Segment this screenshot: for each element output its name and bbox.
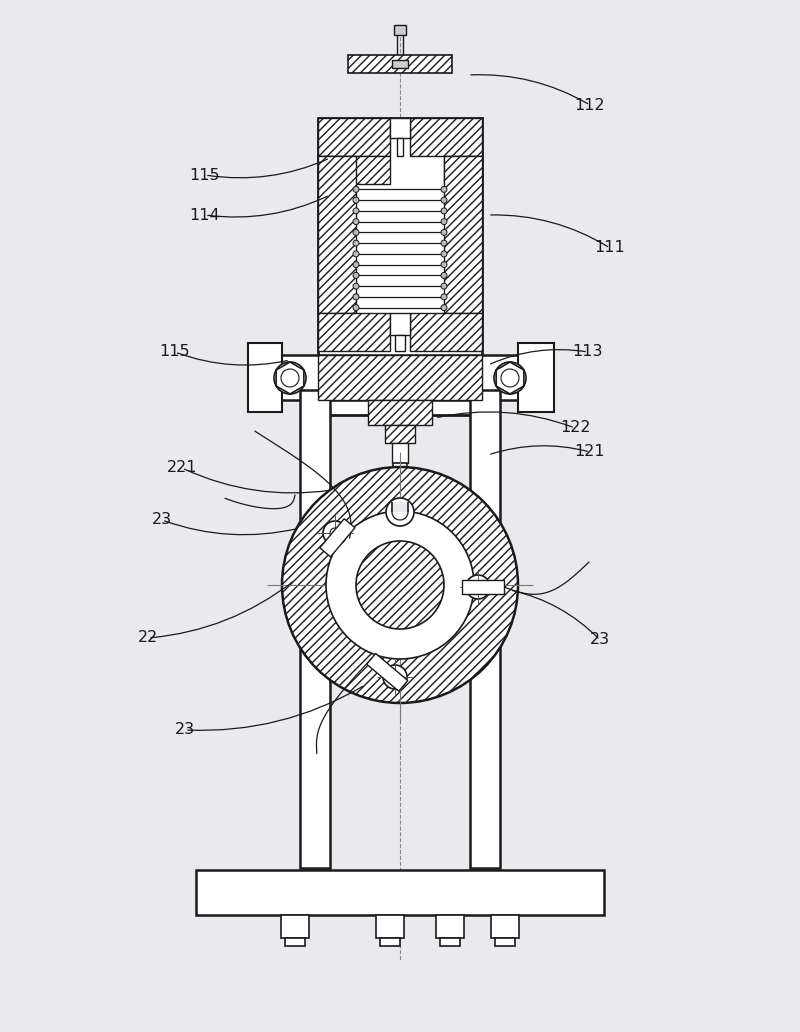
Circle shape	[441, 207, 447, 214]
Text: 112: 112	[574, 97, 606, 112]
Bar	[393, 463, 407, 498]
Circle shape	[441, 304, 447, 311]
Circle shape	[353, 262, 359, 267]
Circle shape	[441, 219, 447, 225]
Bar	[390, 118, 410, 138]
Bar	[281, 915, 309, 938]
Circle shape	[353, 197, 359, 203]
Text: 115: 115	[190, 167, 220, 183]
Circle shape	[353, 283, 359, 289]
Circle shape	[473, 582, 483, 592]
Bar	[318, 156, 390, 184]
Polygon shape	[366, 653, 408, 691]
Bar	[318, 313, 390, 351]
Bar	[436, 915, 464, 938]
Circle shape	[353, 219, 359, 225]
Circle shape	[353, 187, 359, 192]
Circle shape	[353, 251, 359, 257]
Circle shape	[281, 369, 299, 387]
Bar	[300, 390, 330, 868]
Text: 23: 23	[152, 513, 172, 527]
Circle shape	[330, 528, 340, 538]
Bar	[318, 355, 482, 400]
Bar	[444, 156, 482, 313]
Text: 23: 23	[175, 722, 195, 738]
Circle shape	[441, 240, 447, 246]
Circle shape	[282, 467, 518, 703]
Circle shape	[441, 262, 447, 267]
Polygon shape	[496, 362, 524, 394]
Bar	[318, 156, 356, 313]
Circle shape	[356, 541, 444, 628]
Bar	[518, 343, 554, 412]
Bar	[470, 390, 500, 868]
Bar	[395, 335, 405, 351]
Circle shape	[353, 272, 359, 279]
Text: 113: 113	[573, 345, 603, 359]
Bar	[368, 400, 432, 425]
Polygon shape	[462, 580, 504, 594]
Bar	[385, 425, 415, 443]
Text: 122: 122	[560, 420, 590, 436]
Bar	[495, 938, 515, 946]
Circle shape	[353, 294, 359, 300]
Circle shape	[441, 251, 447, 257]
Circle shape	[441, 197, 447, 203]
Text: 114: 114	[190, 207, 220, 223]
Circle shape	[441, 229, 447, 235]
Circle shape	[441, 272, 447, 279]
Bar	[392, 443, 408, 463]
Circle shape	[353, 240, 359, 246]
Text: 121: 121	[574, 445, 606, 459]
Circle shape	[274, 362, 306, 394]
Bar	[264, 355, 536, 400]
Bar	[348, 55, 452, 73]
Circle shape	[326, 511, 474, 659]
Text: 221: 221	[166, 460, 198, 476]
Circle shape	[323, 521, 347, 545]
Bar	[318, 118, 482, 415]
Circle shape	[441, 294, 447, 300]
Circle shape	[466, 575, 490, 599]
Circle shape	[353, 304, 359, 311]
Circle shape	[353, 229, 359, 235]
Bar	[410, 118, 482, 156]
Circle shape	[390, 672, 400, 682]
Circle shape	[386, 498, 414, 526]
Circle shape	[353, 207, 359, 214]
Bar	[318, 118, 390, 156]
Bar	[376, 915, 404, 938]
Text: 22: 22	[138, 631, 158, 645]
Bar	[440, 938, 460, 946]
Circle shape	[494, 362, 526, 394]
Bar	[390, 313, 410, 335]
Bar	[248, 343, 282, 412]
Bar	[380, 938, 400, 946]
Polygon shape	[276, 362, 304, 394]
Text: 23: 23	[590, 633, 610, 647]
Circle shape	[383, 665, 407, 689]
Circle shape	[441, 187, 447, 192]
Bar	[410, 313, 482, 351]
Circle shape	[501, 369, 519, 387]
Bar	[392, 502, 408, 512]
Bar	[444, 156, 482, 184]
Bar	[196, 870, 604, 915]
Bar	[392, 60, 408, 68]
Bar	[491, 915, 519, 938]
Circle shape	[441, 283, 447, 289]
Bar	[285, 938, 305, 946]
Bar	[394, 25, 406, 35]
Bar	[397, 138, 403, 156]
Text: 115: 115	[160, 345, 190, 359]
Circle shape	[392, 504, 408, 520]
Polygon shape	[320, 519, 355, 557]
Text: 111: 111	[594, 240, 626, 256]
